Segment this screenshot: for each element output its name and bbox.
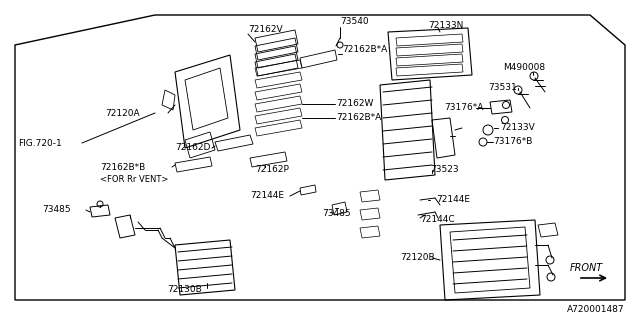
Text: 72144C: 72144C bbox=[420, 215, 454, 225]
Text: 72162W: 72162W bbox=[336, 99, 373, 108]
Text: 72130B: 72130B bbox=[168, 285, 202, 294]
Text: 72144E: 72144E bbox=[436, 196, 470, 204]
Text: 73531: 73531 bbox=[488, 84, 516, 92]
Text: FIG.720-1: FIG.720-1 bbox=[18, 139, 61, 148]
Text: 72133V: 72133V bbox=[500, 124, 535, 132]
Text: 73176*B: 73176*B bbox=[493, 138, 532, 147]
Text: 72133N: 72133N bbox=[428, 20, 463, 29]
Text: 72162B*A: 72162B*A bbox=[342, 45, 387, 54]
Text: 72162D: 72162D bbox=[175, 143, 211, 153]
Text: 72162B*A: 72162B*A bbox=[336, 114, 381, 123]
Text: 72120B: 72120B bbox=[400, 253, 435, 262]
Text: <FOR Rr VENT>: <FOR Rr VENT> bbox=[100, 174, 168, 183]
Text: 73540: 73540 bbox=[340, 18, 369, 27]
Text: FRONT: FRONT bbox=[570, 263, 604, 273]
Text: A720001487: A720001487 bbox=[568, 306, 625, 315]
Text: 73176*A: 73176*A bbox=[444, 103, 483, 113]
Text: 73523: 73523 bbox=[430, 165, 459, 174]
Text: M490008: M490008 bbox=[503, 63, 545, 73]
Text: 72120A: 72120A bbox=[105, 108, 140, 117]
Text: 72144E: 72144E bbox=[250, 191, 284, 201]
Text: 73485: 73485 bbox=[42, 205, 70, 214]
Text: 72162P: 72162P bbox=[255, 165, 289, 174]
Text: 72162V: 72162V bbox=[248, 26, 283, 35]
Text: 72162B*B: 72162B*B bbox=[100, 164, 145, 172]
Text: 73485: 73485 bbox=[322, 209, 351, 218]
